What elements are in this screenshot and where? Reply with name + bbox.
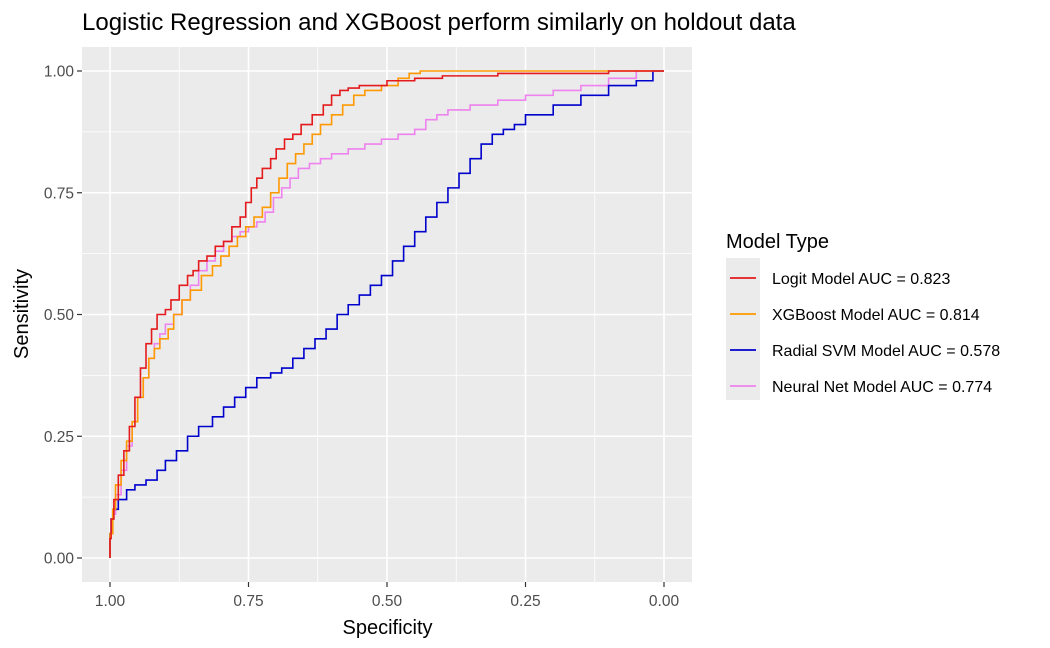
y-tick-label: 0.25 — [44, 429, 74, 446]
x-axis: 1.00 0.75 0.50 0.25 0.00 — [95, 582, 680, 610]
x-tick-label: 0.25 — [510, 593, 540, 610]
y-axis: 0.00 0.25 0.50 0.75 1.00 — [44, 64, 82, 568]
legend: Model Type Logit Model AUC = 0.823 XGBoos… — [726, 231, 1000, 400]
y-tick-label: 0.75 — [44, 185, 74, 202]
series-layer — [109, 70, 664, 558]
legend-items: Logit Model AUC = 0.823 XGBoost Model AUC… — [730, 271, 1000, 396]
y-axis-title: Sensitivity — [11, 269, 33, 359]
x-axis-title: Specificity — [342, 617, 432, 639]
grid-major — [82, 47, 692, 582]
x-tick-label: 0.00 — [649, 593, 680, 610]
x-tick-label: 1.00 — [95, 593, 126, 610]
legend-label-2: XGBoost Model AUC = 0.814 — [772, 307, 980, 324]
y-tick-label: 0.50 — [44, 307, 75, 324]
series-line-1 — [109, 70, 664, 558]
legend-label-4: Neural Net Model AUC = 0.774 — [772, 379, 992, 396]
chart-title: Logistic Regression and XGBoost perform … — [82, 9, 796, 36]
legend-key-background — [726, 258, 760, 400]
legend-title: Model Type — [726, 231, 829, 253]
x-tick-label: 0.50 — [372, 593, 403, 610]
legend-label-3: Radial SVM Model AUC = 0.578 — [772, 343, 1000, 360]
y-tick-label: 1.00 — [44, 64, 75, 81]
series-line-3 — [109, 70, 664, 558]
x-tick-label: 0.75 — [233, 593, 263, 610]
legend-label-1: Logit Model AUC = 0.823 — [772, 271, 950, 288]
y-tick-label: 0.00 — [44, 551, 75, 568]
